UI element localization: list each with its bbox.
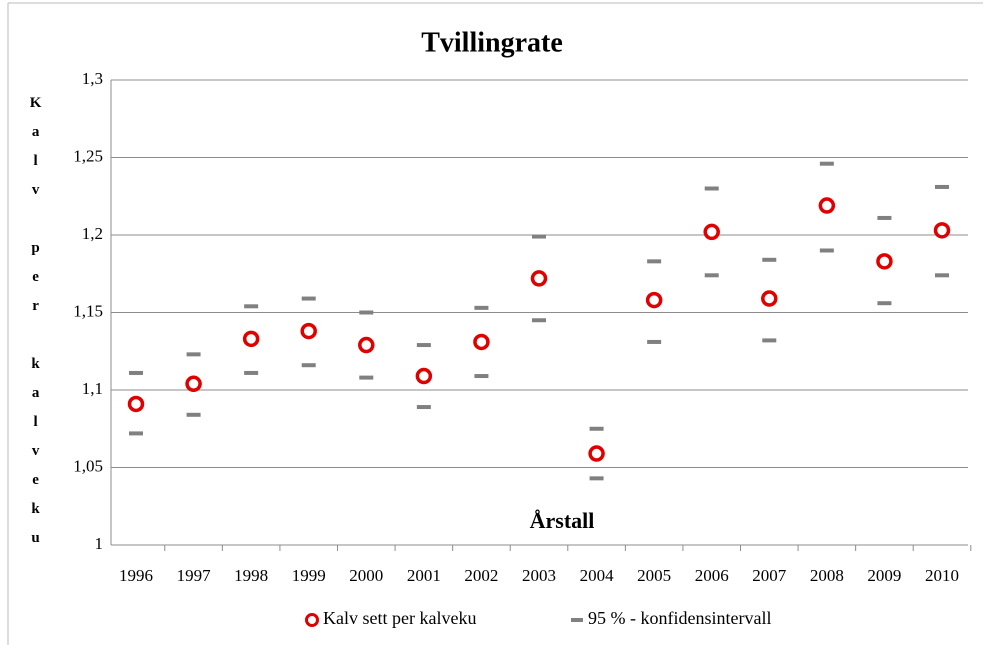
- point: [300, 322, 317, 340]
- y-tick-label: 1,05: [73, 456, 103, 475]
- x-tick-label: 2002: [464, 566, 498, 585]
- y-tick-label: 1,2: [82, 224, 103, 243]
- x-tick-label: 2007: [752, 566, 787, 585]
- legend-marker: [305, 613, 319, 627]
- chart-title: Tvillingrate: [421, 27, 563, 58]
- y-tick-label: 1,25: [73, 146, 103, 165]
- legend-label: 95 % - konfidensintervall: [588, 608, 771, 628]
- point: [933, 222, 951, 239]
- point: [530, 270, 548, 287]
- y-axis-title: Kalv per kalveku: [28, 95, 44, 559]
- point: [127, 395, 145, 413]
- point: [588, 445, 605, 462]
- y-tick-label: 1,1: [82, 379, 103, 398]
- point: [358, 336, 375, 354]
- point: [818, 197, 836, 214]
- x-tick-label: 1998: [234, 566, 268, 585]
- x-tick-label: 2004: [580, 566, 615, 585]
- point: [645, 291, 663, 309]
- x-tick-label: 2008: [810, 566, 844, 585]
- x-axis-title: Årstall: [530, 508, 595, 533]
- x-tick-label: 2000: [349, 566, 383, 585]
- point: [761, 290, 778, 307]
- point: [876, 253, 893, 270]
- x-tick-label: 2010: [925, 566, 959, 585]
- point: [185, 375, 202, 393]
- x-tick-label: 2003: [522, 566, 556, 585]
- x-tick-label: 2005: [637, 566, 671, 585]
- x-tick-label: 1999: [292, 566, 326, 585]
- y-tick-label: 1,3: [82, 69, 103, 88]
- x-tick-label: 1997: [177, 566, 212, 585]
- x-tick-label: 2009: [867, 566, 901, 585]
- x-tick-label: 2006: [695, 566, 729, 585]
- point: [242, 330, 260, 348]
- x-tick-label: 2001: [407, 566, 441, 585]
- point: [415, 367, 433, 385]
- y-tick-label: 1,15: [73, 301, 103, 320]
- y-tick-label: 1: [95, 534, 104, 553]
- x-tick-label: 1996: [119, 566, 153, 585]
- legend-label: Kalv sett per kalveku: [323, 608, 476, 628]
- point: [703, 223, 720, 241]
- point: [473, 333, 490, 351]
